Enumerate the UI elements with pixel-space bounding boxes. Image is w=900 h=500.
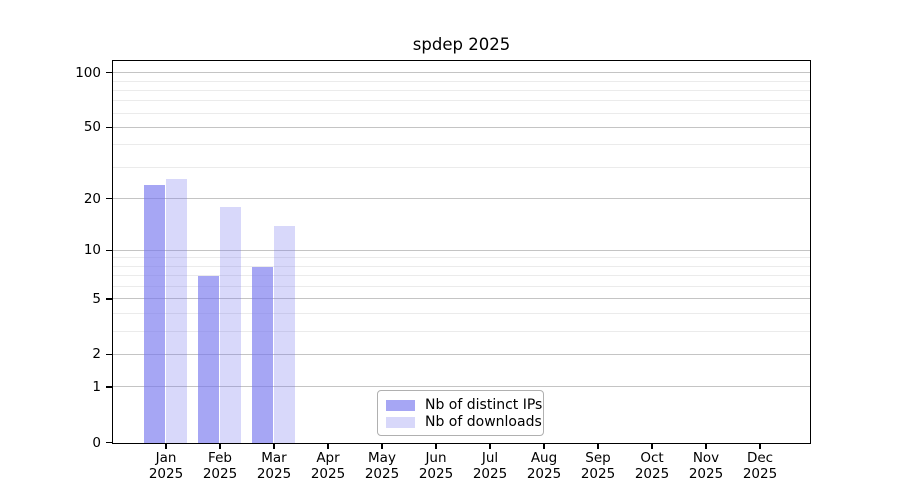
x-tick-label-may: May 2025 [364, 450, 400, 482]
x-tick-aug [543, 442, 545, 449]
x-tick-label-jan: Jan 2025 [148, 450, 184, 482]
x-tick-label-feb: Feb 2025 [202, 450, 238, 482]
plot-area: Nb of distinct IPs Nb of downloads [112, 60, 811, 444]
x-tick-may [381, 442, 383, 449]
x-tick-label-dec: Dec 2025 [742, 450, 778, 482]
y-gridline-minor-70 [113, 100, 810, 102]
y-gridline-major-1 [113, 386, 810, 388]
x-tick-label-nov: Nov 2025 [688, 450, 724, 482]
y-gridline-major-2 [113, 353, 810, 355]
y-tick-1 [106, 386, 112, 388]
legend-swatch-distinct-ips [386, 399, 415, 411]
bar-feb-nb-of-downloads [219, 207, 242, 443]
bar-jan-nb-of-distinct-ips [143, 185, 166, 443]
legend-label-downloads: Nb of downloads [425, 414, 542, 430]
y-tick-5 [106, 298, 112, 300]
x-tick-jul [489, 442, 491, 449]
y-tick-20 [106, 197, 112, 200]
y-gridline-minor-8 [113, 265, 810, 267]
legend-label-distinct-ips: Nb of distinct IPs [425, 397, 543, 413]
y-gridline-major-100 [113, 72, 810, 74]
y-gridline-major-5 [113, 298, 810, 300]
y-tick-label-100: 100 [75, 64, 101, 81]
x-tick-label-aug: Aug 2025 [526, 450, 562, 482]
x-tick-label-sep: Sep 2025 [580, 450, 616, 482]
x-tick-feb [219, 442, 221, 449]
x-tick-oct [651, 442, 653, 449]
y-gridline-minor-9 [113, 257, 810, 259]
x-tick-label-jun: Jun 2025 [418, 450, 454, 482]
y-tick-0 [106, 441, 112, 444]
y-gridline-major-20 [113, 198, 810, 199]
y-tick-50 [106, 126, 112, 129]
x-tick-mar [273, 442, 275, 449]
x-tick-label-oct: Oct 2025 [634, 450, 670, 482]
legend-item-downloads: Nb of downloads [386, 414, 542, 430]
y-tick-label-50: 50 [83, 119, 101, 136]
x-tick-dec [759, 442, 761, 449]
x-tick-jun [435, 442, 437, 449]
bar-mar-nb-of-distinct-ips [251, 266, 274, 443]
y-tick-label-0: 0 [92, 434, 101, 451]
y-tick-100 [106, 71, 112, 74]
x-tick-nov [705, 442, 707, 449]
x-tick-jan [165, 442, 167, 449]
x-tick-label-apr: Apr 2025 [310, 450, 346, 482]
y-tick-10 [106, 249, 112, 252]
y-gridline-minor-6 [113, 286, 810, 287]
y-gridline-minor-4 [113, 313, 810, 314]
x-tick-label-jul: Jul 2025 [472, 450, 508, 482]
y-tick-label-20: 20 [83, 190, 101, 207]
y-tick-label-1: 1 [92, 378, 101, 395]
x-tick-apr [327, 442, 329, 449]
bar-jan-nb-of-downloads [165, 178, 188, 443]
chart-title: spdep 2025 [412, 35, 511, 54]
legend-swatch-downloads [386, 416, 415, 428]
bar-mar-nb-of-downloads [273, 225, 296, 443]
y-gridline-minor-60 [113, 112, 810, 114]
y-tick-label-10: 10 [83, 242, 101, 259]
y-gridline-minor-80 [113, 89, 810, 91]
legend-item-distinct-ips: Nb of distinct IPs [386, 397, 542, 413]
y-gridline-major-50 [113, 126, 810, 128]
y-tick-2 [106, 353, 112, 356]
y-gridline-minor-7 [113, 275, 810, 277]
y-tick-label-2: 2 [92, 346, 101, 363]
y-tick-label-5: 5 [92, 290, 101, 307]
y-gridline-minor-90 [113, 80, 810, 82]
legend: Nb of distinct IPs Nb of downloads [377, 390, 544, 436]
bar-feb-nb-of-distinct-ips [197, 276, 220, 443]
y-gridline-major-10 [113, 249, 810, 251]
y-gridline-minor-3 [113, 330, 810, 332]
x-tick-label-mar: Mar 2025 [256, 450, 292, 482]
y-gridline-minor-40 [113, 144, 810, 146]
y-gridline-minor-30 [113, 166, 810, 168]
x-tick-sep [597, 442, 599, 449]
